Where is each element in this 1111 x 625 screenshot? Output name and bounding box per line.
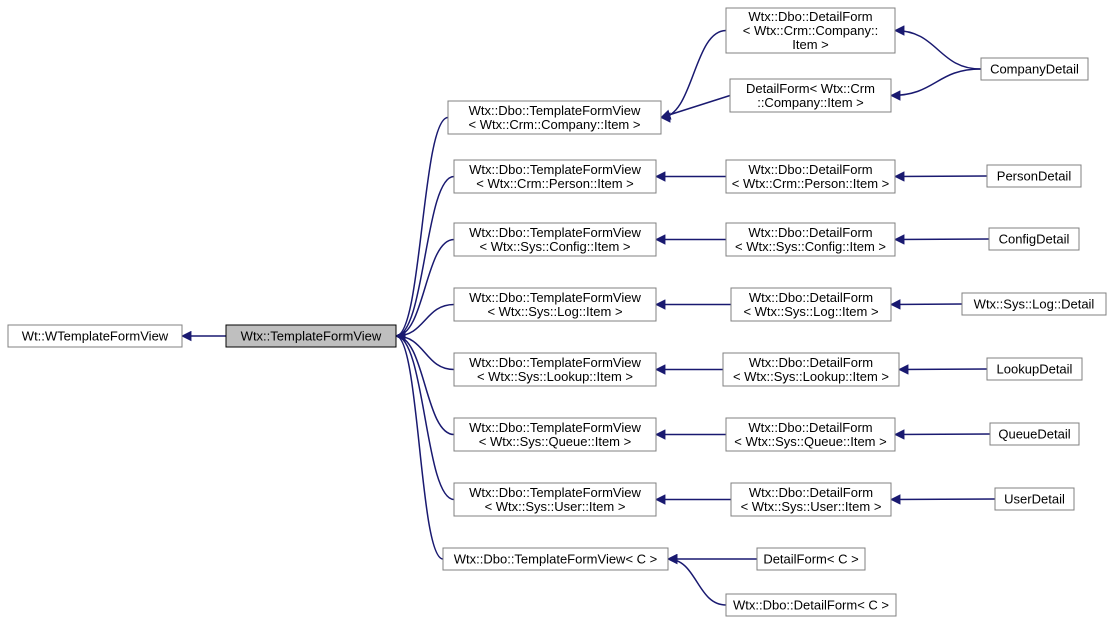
class-label: DetailForm< Wtx::Crm	[746, 81, 875, 96]
inheritance-edge	[396, 336, 454, 500]
class-node[interactable]: DetailForm< Wtx::Crm::Company::Item >	[730, 79, 891, 112]
class-node[interactable]: Wtx::Dbo::DetailForm< Wtx::Sys::Log::Ite…	[731, 288, 891, 321]
inheritance-edge	[895, 434, 990, 435]
class-label: LookupDetail	[997, 362, 1073, 377]
class-node[interactable]: Wtx::Dbo::DetailForm< Wtx::Sys::Lookup::…	[723, 353, 899, 386]
class-label: < Wtx::Crm::Person::Item >	[476, 176, 633, 191]
class-label: < Wtx::Sys::Log::Item >	[487, 304, 622, 319]
class-node[interactable]: Wtx::Dbo::TemplateFormView< Wtx::Sys::Lo…	[454, 353, 656, 386]
class-node[interactable]: Wtx::Dbo::TemplateFormView< Wtx::Sys::Qu…	[454, 418, 656, 451]
class-label: Wtx::Dbo::TemplateFormView< C >	[454, 552, 658, 567]
class-node[interactable]: UserDetail	[995, 488, 1074, 510]
class-node[interactable]: CompanyDetail	[981, 58, 1088, 80]
class-node[interactable]: Wtx::Dbo::DetailForm< Wtx::Sys::Config::…	[726, 223, 895, 256]
class-node[interactable]: Wtx::Dbo::TemplateFormView< Wtx::Sys::Co…	[454, 223, 656, 256]
class-label: < Wtx::Sys::User::Item >	[485, 499, 626, 514]
class-label: Wtx::Dbo::TemplateFormView	[469, 103, 641, 118]
class-node[interactable]: Wtx::Dbo::DetailForm< Wtx::Sys::User::It…	[731, 483, 891, 516]
class-label: Wtx::Dbo::DetailForm	[748, 420, 872, 435]
class-label: Wtx::Dbo::TemplateFormView	[469, 290, 641, 305]
class-node[interactable]: LookupDetail	[987, 358, 1082, 380]
class-label: < Wtx::Sys::Log::Item >	[743, 304, 878, 319]
class-label: < Wtx::Sys::Queue::Item >	[479, 434, 631, 449]
inheritance-edge	[661, 31, 726, 118]
class-node[interactable]: Wtx::Dbo::TemplateFormView< Wtx::Sys::Us…	[454, 483, 656, 516]
class-label: ConfigDetail	[999, 232, 1070, 247]
class-label: Wtx::Dbo::TemplateFormView	[469, 420, 641, 435]
class-label: Item >	[792, 37, 829, 52]
class-label: Wtx::Dbo::DetailForm	[749, 485, 873, 500]
class-label: Wtx::Dbo::DetailForm	[748, 162, 872, 177]
inheritance-edge	[891, 69, 981, 96]
class-node[interactable]: Wtx::Dbo::DetailForm< Wtx::Sys::Queue::I…	[726, 418, 895, 451]
inheritance-diagram: Wt::WTemplateFormView Wtx::TemplateFormVi…	[0, 0, 1111, 625]
class-node[interactable]: QueueDetail	[990, 423, 1079, 445]
class-node[interactable]: Wtx::Dbo::DetailForm< Wtx::Crm::Company:…	[726, 8, 895, 53]
class-label: CompanyDetail	[990, 62, 1079, 77]
class-label: < Wtx::Sys::Lookup::Item >	[733, 369, 889, 384]
inheritance-edge	[396, 118, 448, 337]
class-label: < Wtx::Sys::Lookup::Item >	[477, 369, 633, 384]
class-node[interactable]: ConfigDetail	[989, 228, 1079, 250]
class-label: Wtx::Sys::Log::Detail	[974, 297, 1095, 312]
class-node[interactable]: DetailForm< C >	[757, 548, 865, 570]
class-label: Wtx::Dbo::DetailForm	[749, 290, 873, 305]
class-label: < Wtx::Crm::Company::	[743, 23, 878, 38]
class-node[interactable]: Wtx::Dbo::TemplateFormView< Wtx::Sys::Lo…	[454, 288, 656, 321]
class-label: DetailForm< C >	[763, 552, 858, 567]
class-node[interactable]: Wtx::Dbo::DetailForm< C >	[726, 594, 896, 616]
inheritance-edge	[668, 559, 726, 605]
inheritance-edge	[891, 499, 995, 500]
inheritance-edge	[895, 176, 987, 177]
inheritance-edge	[895, 239, 989, 240]
class-label: Wtx::Dbo::DetailForm< C >	[733, 598, 889, 613]
class-label: < Wtx::Sys::User::Item >	[741, 499, 882, 514]
class-label: < Wtx::Crm::Person::Item >	[732, 176, 889, 191]
class-label: UserDetail	[1004, 492, 1065, 507]
class-label: Wtx::Dbo::TemplateFormView	[469, 162, 641, 177]
class-node[interactable]: Wtx::Dbo::DetailForm< Wtx::Crm::Person::…	[726, 160, 895, 193]
inheritance-edge	[661, 96, 730, 118]
nodes-layer: Wt::WTemplateFormView Wtx::TemplateFormVi…	[8, 8, 1106, 616]
class-node[interactable]: Wtx::Dbo::TemplateFormView< C >	[443, 548, 668, 570]
class-label: Wtx::Dbo::TemplateFormView	[469, 485, 641, 500]
class-label: Wtx::Dbo::TemplateFormView	[469, 355, 641, 370]
class-label: ::Company::Item >	[757, 95, 864, 110]
class-label: Wtx::Dbo::DetailForm	[748, 225, 872, 240]
inheritance-edge	[895, 31, 981, 70]
class-label: Wt::WTemplateFormView	[22, 329, 169, 344]
class-label: QueueDetail	[998, 427, 1070, 442]
class-node[interactable]: Wt::WTemplateFormView	[8, 325, 182, 347]
class-node[interactable]: Wtx::TemplateFormView	[226, 325, 396, 347]
inheritance-edge	[891, 304, 962, 305]
class-label: < Wtx::Sys::Queue::Item >	[734, 434, 886, 449]
class-label: < Wtx::Crm::Company::Item >	[469, 117, 641, 132]
class-label: Wtx::Dbo::TemplateFormView	[469, 225, 641, 240]
class-label: PersonDetail	[997, 169, 1072, 184]
class-node[interactable]: PersonDetail	[987, 165, 1081, 187]
inheritance-edge	[899, 369, 987, 370]
class-label: Wtx::Dbo::DetailForm	[748, 9, 872, 24]
class-node[interactable]: Wtx::Sys::Log::Detail	[962, 293, 1106, 315]
class-label: < Wtx::Sys::Config::Item >	[735, 239, 886, 254]
class-label: Wtx::Dbo::DetailForm	[749, 355, 873, 370]
class-node[interactable]: Wtx::Dbo::TemplateFormView< Wtx::Crm::Pe…	[454, 160, 656, 193]
class-node[interactable]: Wtx::Dbo::TemplateFormView< Wtx::Crm::Co…	[448, 101, 661, 134]
class-label: < Wtx::Sys::Config::Item >	[480, 239, 631, 254]
class-label: Wtx::TemplateFormView	[241, 329, 382, 344]
